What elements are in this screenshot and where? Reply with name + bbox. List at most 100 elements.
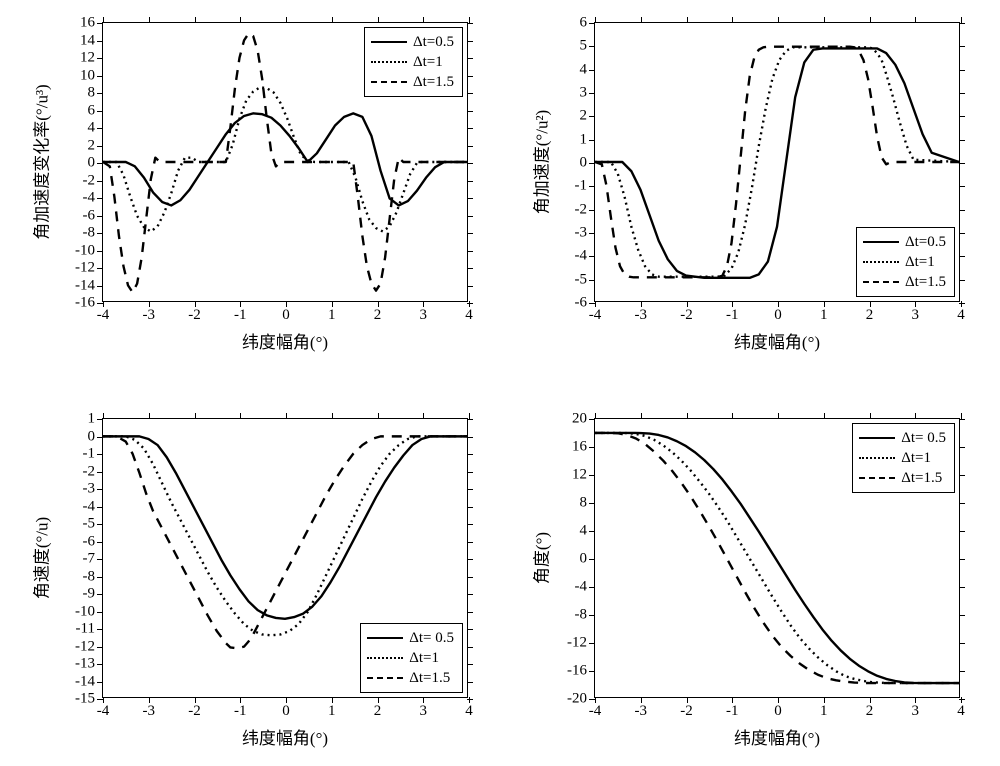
xtick-label: -2: [680, 703, 693, 720]
xtick-label: 3: [420, 307, 428, 324]
ytick-label: 0: [580, 551, 588, 568]
xtick-label: -3: [635, 307, 648, 324]
ytick-label: -12: [75, 260, 95, 277]
ytick-label: -15: [75, 691, 95, 708]
ytick-label: -13: [75, 656, 95, 673]
xtick-label: 2: [866, 307, 874, 324]
xtick-label: 3: [912, 307, 920, 324]
ytick-label: 0: [88, 428, 96, 445]
ytick-label: -2: [575, 201, 588, 218]
ytick-label: -4: [575, 579, 588, 596]
ytick-label: -8: [83, 568, 96, 585]
xtick-label: -1: [726, 307, 739, 324]
ytick-label: -4: [83, 498, 96, 515]
ylabel-angle: 角度(°): [528, 532, 553, 584]
ytick-label: 20: [572, 411, 587, 428]
legend-jerk: Δt=0.5Δt=1Δt=1.5: [364, 27, 463, 97]
legend-entry: Δt= 0.5: [367, 628, 454, 648]
legend-entry: Δt=1.5: [859, 468, 946, 488]
legend-entry: Δt=1: [859, 448, 946, 468]
xtick-label: -3: [143, 703, 156, 720]
legend-label: Δt=1: [409, 650, 439, 667]
xtick-label: 1: [328, 703, 336, 720]
xtick-label: -3: [635, 703, 648, 720]
panel-angvel: Δt= 0.5Δt=1Δt=1.5 -4-3-2-101234-15-14-13…: [102, 418, 468, 698]
xtick-label: -1: [726, 703, 739, 720]
ytick-label: -5: [575, 271, 588, 288]
xtick-label: 3: [912, 703, 920, 720]
xtick-label: -4: [97, 307, 110, 324]
plot-area-angle: Δt= 0.5Δt=1Δt=1.5 -4-3-2-101234-20-16-12…: [594, 418, 960, 698]
ytick-label: -16: [75, 295, 95, 312]
ytick-label: -2: [83, 172, 96, 189]
xtick-label: 2: [866, 703, 874, 720]
ytick-label: 5: [580, 38, 588, 55]
ytick-label: 2: [580, 108, 588, 125]
ytick-label: -6: [575, 295, 588, 312]
legend-label: Δt=1: [901, 450, 931, 467]
ytick-label: -6: [83, 207, 96, 224]
panel-angle: Δt= 0.5Δt=1Δt=1.5 -4-3-2-101234-20-16-12…: [594, 418, 960, 698]
ytick-label: -3: [575, 225, 588, 242]
ytick-label: -7: [83, 551, 96, 568]
xtick-label: -4: [589, 307, 602, 324]
xlabel-angacc: 纬度幅角(°): [734, 328, 820, 353]
ytick-label: -3: [83, 481, 96, 498]
ytick-label: 6: [88, 102, 96, 119]
legend-angle: Δt= 0.5 Δt=1Δt=1.5: [852, 423, 955, 493]
xtick-label: -2: [188, 703, 201, 720]
ytick-label: 16: [572, 439, 587, 456]
ytick-label: 1: [580, 131, 588, 148]
xtick-label: 4: [957, 307, 965, 324]
legend-label: Δt=1: [905, 254, 935, 271]
legend-label: Δt=1.5: [409, 670, 450, 687]
ytick-label: 12: [572, 467, 587, 484]
legend-label: Δt= 0.5: [409, 630, 454, 647]
legend-entry: Δt= 0.5: [859, 428, 946, 448]
ytick-label: 14: [80, 32, 95, 49]
plot-area-jerk: Δt=0.5Δt=1Δt=1.5 -4-3-2-101234-16-14-12-…: [102, 22, 468, 302]
ytick-label: -9: [83, 586, 96, 603]
xtick-label: -3: [143, 307, 156, 324]
xtick-label: 0: [282, 703, 290, 720]
xtick-label: -4: [97, 703, 110, 720]
ylabel-angvel: 角速度(°/u): [28, 517, 53, 599]
legend-label: Δt=1.5: [413, 74, 454, 91]
legend-label: Δt=0.5: [905, 234, 946, 251]
ytick-label: 16: [80, 15, 95, 32]
ytick-label: -5: [83, 516, 96, 533]
ytick-label: 10: [80, 67, 95, 84]
series-line-s2: [103, 436, 467, 635]
xtick-label: -2: [188, 307, 201, 324]
figure-container: Δt=0.5Δt=1Δt=1.5 -4-3-2-101234-16-14-12-…: [0, 0, 1000, 766]
ytick-label: -10: [75, 242, 95, 259]
xtick-label: 4: [465, 703, 473, 720]
xtick-label: -2: [680, 307, 693, 324]
ytick-label: -8: [83, 225, 96, 242]
xtick-label: 0: [282, 307, 290, 324]
xtick-label: 2: [374, 307, 382, 324]
legend-entry: Δt=1: [371, 52, 454, 72]
ytick-label: -2: [83, 463, 96, 480]
xtick-label: -1: [234, 703, 247, 720]
ylabel-angacc: 角加速度(°/u²): [528, 110, 553, 214]
ytick-label: 8: [580, 495, 588, 512]
legend-entry: Δt=1.5: [863, 272, 946, 292]
ytick-label: -6: [83, 533, 96, 550]
xtick-label: -1: [234, 307, 247, 324]
ytick-label: 12: [80, 50, 95, 67]
ytick-label: -12: [75, 638, 95, 655]
series-line-s1: [103, 436, 467, 618]
xtick-label: 1: [820, 307, 828, 324]
ytick-label: 2: [88, 137, 96, 154]
legend-entry: Δt=1: [367, 648, 454, 668]
legend-angvel: Δt= 0.5 Δt=1 Δt=1.5: [360, 623, 463, 693]
xtick-label: 1: [820, 703, 828, 720]
legend-entry: Δt=1.5: [371, 72, 454, 92]
ytick-label: -4: [575, 248, 588, 265]
xtick-label: 0: [774, 703, 782, 720]
ylabel-jerk: 角加速度变化率(°/u³): [28, 84, 53, 239]
xtick-label: 0: [774, 307, 782, 324]
plot-area-angacc: Δt=0.5Δt=1Δt=1.5 -4-3-2-101234-6-5-4-3-2…: [594, 22, 960, 302]
ytick-label: 0: [88, 155, 96, 172]
